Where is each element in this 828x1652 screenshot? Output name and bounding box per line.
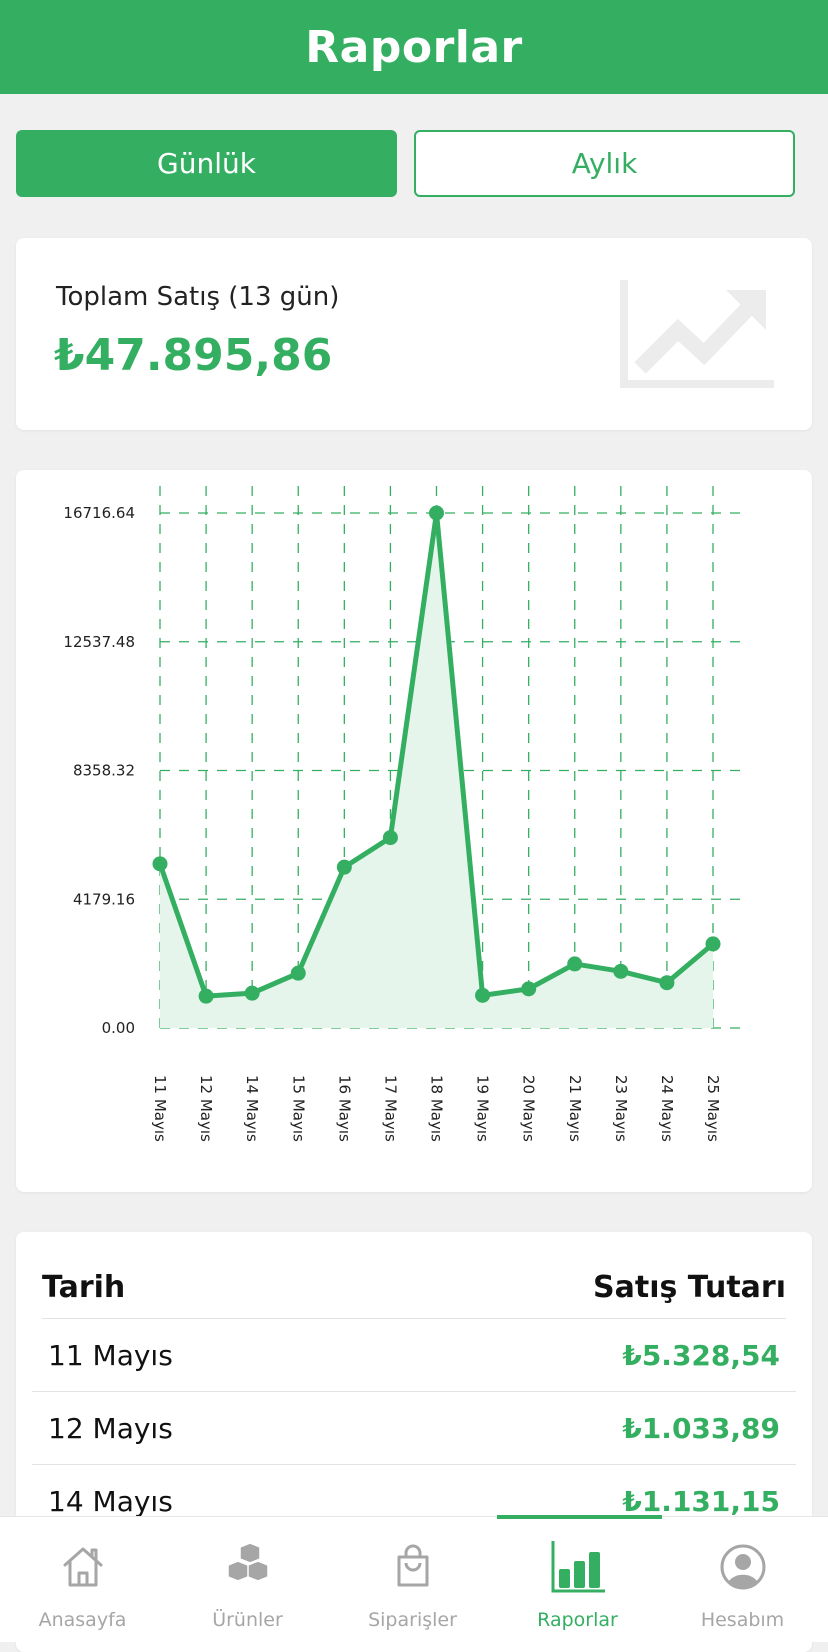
data-point bbox=[705, 936, 721, 952]
table-row: 12 Mayıs ₺1.033,89 bbox=[32, 1392, 796, 1465]
table-row: 11 Mayıs ₺5.328,54 bbox=[32, 1319, 796, 1392]
home-icon bbox=[63, 1547, 102, 1587]
total-sales-label: Toplam Satış (13 gün) bbox=[56, 282, 340, 312]
period-tabs: Günlük Aylık bbox=[16, 130, 796, 197]
nav-label-reports: Raporlar bbox=[537, 1609, 618, 1631]
y-tick-label: 0.00 bbox=[102, 1019, 135, 1037]
data-point bbox=[429, 505, 444, 521]
trending-up-icon bbox=[620, 280, 774, 388]
bar-chart-icon bbox=[551, 1541, 605, 1593]
nav-item-account[interactable]: Hesabım bbox=[660, 1517, 825, 1642]
data-point bbox=[290, 965, 306, 981]
data-point bbox=[244, 985, 260, 1001]
x-tick-label: 21 Mayıs bbox=[566, 1075, 584, 1142]
x-tick-label: 15 Mayıs bbox=[289, 1075, 307, 1142]
x-tick-label: 12 Mayıs bbox=[197, 1075, 215, 1142]
column-header-amount: Satış Tutarı bbox=[593, 1270, 786, 1305]
x-tick-label: 20 Mayıs bbox=[520, 1075, 538, 1142]
x-tick-label: 19 Mayıs bbox=[474, 1075, 492, 1142]
total-sales-value: ₺47.895,86 bbox=[54, 330, 333, 381]
x-tick-label: 24 Mayıs bbox=[658, 1075, 676, 1142]
x-tick-label: 23 Mayıs bbox=[612, 1075, 630, 1142]
x-tick-label: 14 Mayıs bbox=[243, 1075, 261, 1142]
x-tick-label: 25 Mayıs bbox=[704, 1075, 722, 1142]
data-point bbox=[198, 988, 214, 1004]
total-sales-card: Toplam Satış (13 gün) ₺47.895,86 bbox=[16, 238, 812, 430]
row-amount: ₺1.033,89 bbox=[622, 1412, 780, 1445]
data-point bbox=[475, 987, 491, 1003]
y-tick-label: 16716.64 bbox=[63, 504, 135, 522]
column-header-date: Tarih bbox=[42, 1270, 126, 1305]
y-tick-label: 12537.48 bbox=[63, 633, 135, 651]
nav-label-products: Ürünler bbox=[212, 1609, 283, 1631]
x-tick-label: 17 Mayıs bbox=[381, 1075, 399, 1142]
shopping-bag-icon bbox=[397, 1544, 428, 1587]
page-title: Raporlar bbox=[305, 21, 523, 73]
row-date: 14 Mayıs bbox=[48, 1485, 173, 1518]
x-tick-label: 18 Mayıs bbox=[428, 1075, 446, 1142]
active-tab-indicator bbox=[497, 1515, 662, 1519]
nav-item-orders[interactable]: Siparişler bbox=[330, 1517, 495, 1642]
data-point bbox=[613, 963, 629, 979]
data-point bbox=[567, 956, 583, 972]
tab-daily[interactable]: Günlük bbox=[16, 130, 397, 197]
table-header: Tarih Satış Tutarı bbox=[42, 1258, 786, 1319]
boxes-icon bbox=[226, 1542, 269, 1582]
row-amount: ₺5.328,54 bbox=[622, 1339, 780, 1372]
data-point bbox=[659, 975, 675, 991]
sales-line-chart: 16716.64 12537.48 8358.32 4179.16 0.00 11 May… bbox=[63, 486, 743, 1142]
nav-item-products[interactable]: Ürünler bbox=[165, 1517, 330, 1642]
x-tick-label: 16 Mayıs bbox=[335, 1075, 353, 1142]
nav-label-home: Anasayfa bbox=[38, 1609, 127, 1631]
y-tick-label: 8358.32 bbox=[73, 762, 135, 780]
row-date: 11 Mayıs bbox=[48, 1339, 173, 1372]
nav-item-reports[interactable]: Raporlar bbox=[495, 1517, 660, 1642]
data-point bbox=[521, 981, 537, 997]
data-point bbox=[336, 859, 352, 875]
nav-item-home[interactable]: Anasayfa bbox=[0, 1517, 165, 1642]
series-area bbox=[160, 513, 713, 1028]
row-date: 12 Mayıs bbox=[48, 1412, 173, 1445]
sales-chart-card: 16716.64 12537.48 8358.32 4179.16 0.00 11 May… bbox=[16, 470, 812, 1192]
bottom-navigation: Anasayfa Ürünler Siparişler Raporlar Hes… bbox=[0, 1515, 828, 1642]
x-tick-label: 11 Mayıs bbox=[151, 1075, 169, 1142]
data-point bbox=[382, 830, 398, 846]
user-circle-icon bbox=[720, 1544, 765, 1590]
nav-label-orders: Siparişler bbox=[368, 1609, 457, 1631]
nav-label-account: Hesabım bbox=[700, 1609, 785, 1631]
tab-monthly[interactable]: Aylık bbox=[414, 130, 795, 197]
y-tick-label: 4179.16 bbox=[73, 890, 135, 908]
data-point bbox=[152, 856, 168, 872]
app-header: Raporlar bbox=[0, 0, 828, 94]
row-amount: ₺1.131,15 bbox=[622, 1485, 780, 1518]
